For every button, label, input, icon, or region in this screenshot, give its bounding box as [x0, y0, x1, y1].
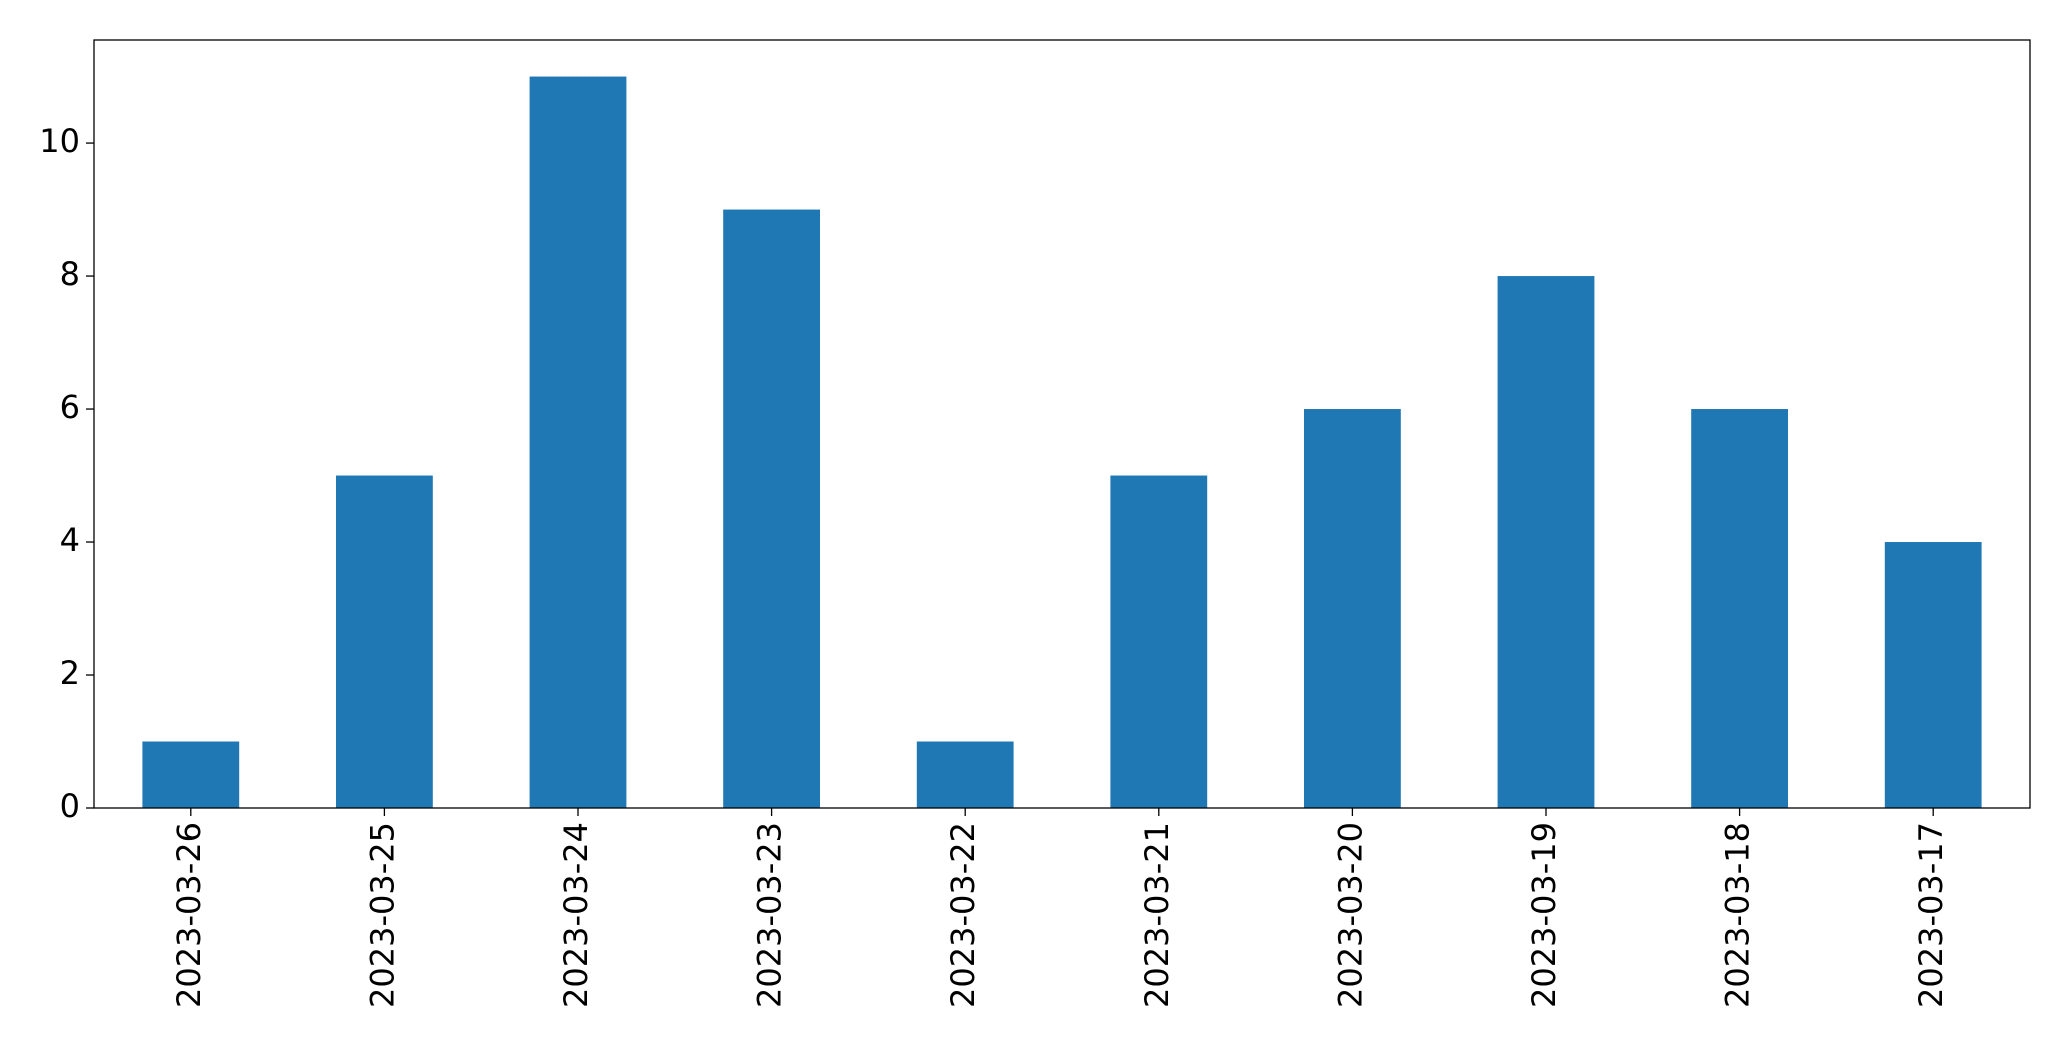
bar [529, 76, 627, 809]
bar [1691, 409, 1788, 808]
x-tick-label: 2023-03-18 [1719, 822, 1757, 1008]
plot-area: 0 2 4 6 8 10 2023-03-26 2023-03-25 2023-03-24 202… [39, 76, 1982, 1008]
x-tick-label: 2023-03-24 [557, 822, 595, 1008]
x-tick-label: 2023-03-21 [1138, 822, 1176, 1008]
bar [1884, 542, 1982, 808]
y-tick-label: 4 [60, 521, 80, 559]
bar [916, 741, 1014, 808]
bar [142, 741, 240, 808]
x-tick-label: 2023-03-22 [944, 822, 982, 1008]
x-tick-label: 2023-03-25 [363, 822, 401, 1008]
bar [1110, 475, 1208, 808]
y-tick-label: 2 [60, 654, 80, 692]
x-tick-label: 2023-03-23 [751, 822, 789, 1008]
y-tick-label: 8 [60, 255, 80, 293]
y-tick-label: 10 [39, 122, 80, 160]
axes-frame [93, 39, 2031, 809]
x-tick-label: 2023-03-17 [1912, 822, 1950, 1008]
x-tick-label: 2023-03-20 [1331, 822, 1369, 1008]
y-tick-label: 6 [60, 388, 80, 426]
bar [336, 475, 433, 808]
bar [1497, 276, 1595, 808]
x-tick-label: 2023-03-26 [170, 822, 208, 1008]
y-tick-label: 0 [60, 787, 80, 825]
bar [723, 209, 820, 808]
bar [1304, 409, 1401, 808]
x-tick-label: 2023-03-19 [1525, 822, 1563, 1008]
